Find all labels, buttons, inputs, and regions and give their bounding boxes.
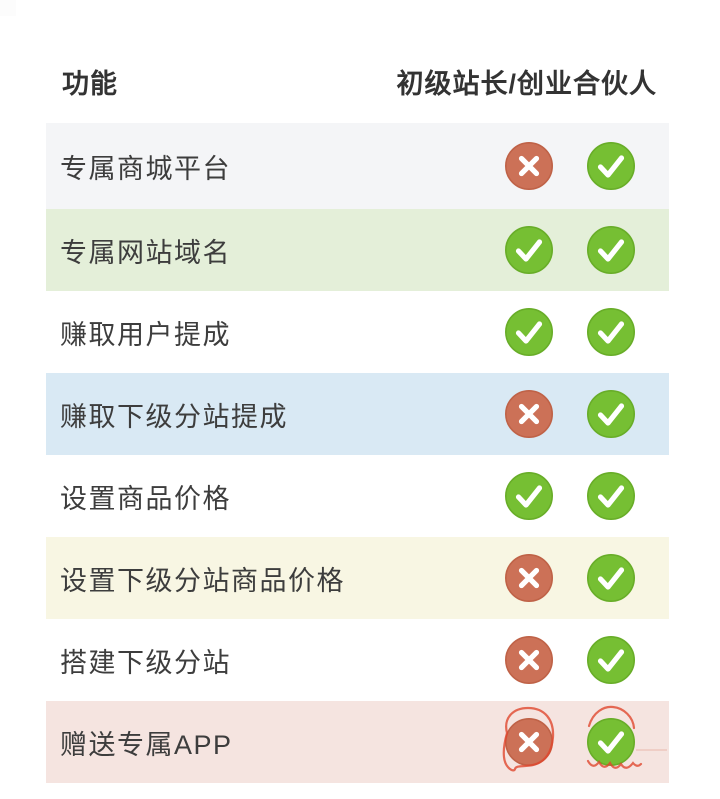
cross-icon [505,390,553,438]
status-cells [505,472,635,520]
partner-status-cell [587,226,635,274]
table-row: 搭建下级分站 [46,619,669,701]
plan-column-header: 初级站长/创业合伙人 [396,69,657,99]
table-row: 专属网站域名 [46,209,669,291]
comparison-table: 专属商城平台 专属网站域名 [46,123,669,783]
junior-status-cell [505,472,553,520]
feature-column-header: 功能 [62,69,118,99]
junior-status-cell [505,390,553,438]
partner-status-cell [587,472,635,520]
feature-label: 设置下级分站商品价格 [60,565,345,596]
junior-status-cell [505,554,553,602]
corner-artifact [0,0,16,16]
check-icon [587,554,635,602]
check-icon [587,718,635,766]
table-row: 赚取用户提成 [46,291,669,373]
status-cells [505,390,635,438]
table-row: 赠送专属APP [46,701,669,783]
junior-status-cell [505,636,553,684]
status-cells [505,554,635,602]
feature-label: 搭建下级分站 [60,647,231,678]
partner-status-cell [587,636,635,684]
partner-status-cell [587,390,635,438]
feature-label: 赠送专属APP [60,729,233,760]
partner-status-cell [587,308,635,356]
table-row: 设置下级分站商品价格 [46,537,669,619]
status-cells [505,308,635,356]
junior-status-cell [505,718,553,766]
check-icon [587,226,635,274]
junior-status-cell [505,226,553,274]
status-cells [505,226,635,274]
cross-icon [505,142,553,190]
feature-label: 赚取下级分站提成 [60,401,288,432]
check-icon [505,472,553,520]
check-icon [587,142,635,190]
check-icon [587,390,635,438]
table-row: 赚取下级分站提成 [46,373,669,455]
check-icon [505,308,553,356]
check-icon [587,472,635,520]
cross-icon [505,554,553,602]
status-cells [505,636,635,684]
cross-icon [505,718,553,766]
feature-label: 专属商城平台 [60,153,231,184]
table-row: 专属商城平台 [46,123,669,209]
feature-label: 专属网站域名 [60,237,231,268]
partner-status-cell [587,718,635,766]
cross-icon [505,636,553,684]
feature-label: 赚取用户提成 [60,319,231,350]
check-icon [505,226,553,274]
junior-status-cell [505,142,553,190]
check-icon [587,308,635,356]
table-row: 设置商品价格 [46,455,669,537]
junior-status-cell [505,308,553,356]
check-icon [587,636,635,684]
partner-status-cell [587,554,635,602]
table-header: 功能 初级站长/创业合伙人 [62,62,657,101]
feature-label: 设置商品价格 [60,483,231,514]
status-cells [505,142,635,190]
status-cells [505,718,635,766]
partner-status-cell [587,142,635,190]
